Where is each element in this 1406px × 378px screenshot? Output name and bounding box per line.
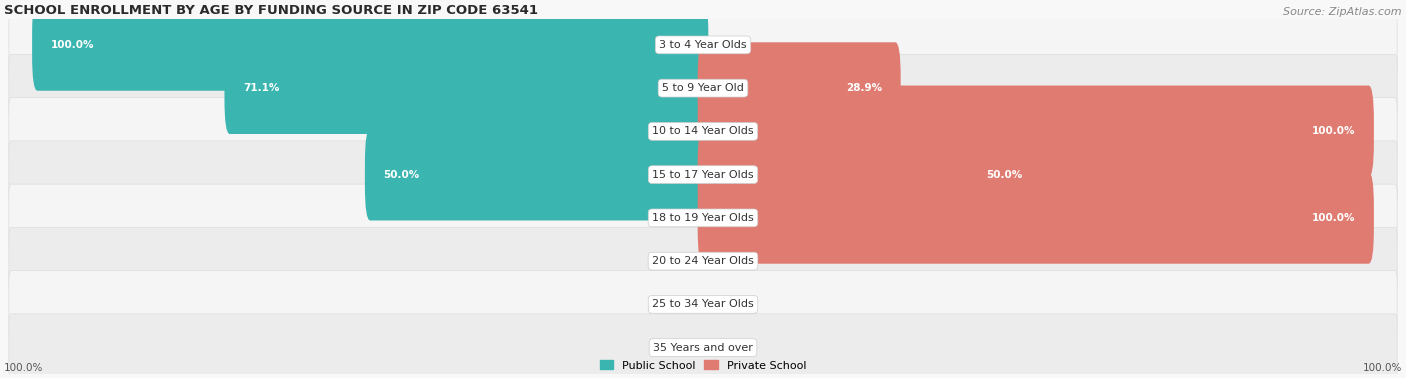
Text: 20 to 24 Year Olds: 20 to 24 Year Olds bbox=[652, 256, 754, 266]
FancyBboxPatch shape bbox=[8, 11, 1398, 79]
Text: 0.0%: 0.0% bbox=[664, 126, 690, 136]
Text: 0.0%: 0.0% bbox=[664, 299, 690, 309]
Text: 100.0%: 100.0% bbox=[1312, 126, 1355, 136]
Text: 5 to 9 Year Old: 5 to 9 Year Old bbox=[662, 83, 744, 93]
Text: 3 to 4 Year Olds: 3 to 4 Year Olds bbox=[659, 40, 747, 50]
Text: 0.0%: 0.0% bbox=[716, 40, 742, 50]
Text: 100.0%: 100.0% bbox=[4, 363, 44, 373]
Text: 100.0%: 100.0% bbox=[51, 40, 94, 50]
Text: 28.9%: 28.9% bbox=[846, 83, 882, 93]
FancyBboxPatch shape bbox=[697, 129, 1040, 220]
FancyBboxPatch shape bbox=[8, 141, 1398, 208]
Text: 10 to 14 Year Olds: 10 to 14 Year Olds bbox=[652, 126, 754, 136]
Text: 0.0%: 0.0% bbox=[664, 213, 690, 223]
Text: 0.0%: 0.0% bbox=[664, 342, 690, 353]
Text: 15 to 17 Year Olds: 15 to 17 Year Olds bbox=[652, 170, 754, 180]
FancyBboxPatch shape bbox=[8, 98, 1398, 165]
FancyBboxPatch shape bbox=[366, 129, 709, 220]
FancyBboxPatch shape bbox=[32, 0, 709, 91]
Text: 50.0%: 50.0% bbox=[384, 170, 420, 180]
Text: 25 to 34 Year Olds: 25 to 34 Year Olds bbox=[652, 299, 754, 309]
FancyBboxPatch shape bbox=[697, 172, 1374, 264]
Text: 71.1%: 71.1% bbox=[243, 83, 280, 93]
Text: 0.0%: 0.0% bbox=[664, 256, 690, 266]
Legend: Public School, Private School: Public School, Private School bbox=[595, 356, 811, 375]
FancyBboxPatch shape bbox=[697, 85, 1374, 177]
FancyBboxPatch shape bbox=[8, 314, 1398, 378]
FancyBboxPatch shape bbox=[697, 42, 901, 134]
FancyBboxPatch shape bbox=[8, 271, 1398, 338]
Text: 0.0%: 0.0% bbox=[716, 342, 742, 353]
Text: 18 to 19 Year Olds: 18 to 19 Year Olds bbox=[652, 213, 754, 223]
Text: SCHOOL ENROLLMENT BY AGE BY FUNDING SOURCE IN ZIP CODE 63541: SCHOOL ENROLLMENT BY AGE BY FUNDING SOUR… bbox=[4, 4, 538, 17]
Text: 0.0%: 0.0% bbox=[716, 299, 742, 309]
FancyBboxPatch shape bbox=[225, 42, 709, 134]
Text: Source: ZipAtlas.com: Source: ZipAtlas.com bbox=[1284, 7, 1402, 17]
FancyBboxPatch shape bbox=[8, 184, 1398, 252]
Text: 50.0%: 50.0% bbox=[986, 170, 1022, 180]
Text: 35 Years and over: 35 Years and over bbox=[652, 342, 754, 353]
FancyBboxPatch shape bbox=[8, 228, 1398, 295]
Text: 0.0%: 0.0% bbox=[716, 256, 742, 266]
Text: 100.0%: 100.0% bbox=[1362, 363, 1402, 373]
FancyBboxPatch shape bbox=[8, 54, 1398, 122]
Text: 100.0%: 100.0% bbox=[1312, 213, 1355, 223]
